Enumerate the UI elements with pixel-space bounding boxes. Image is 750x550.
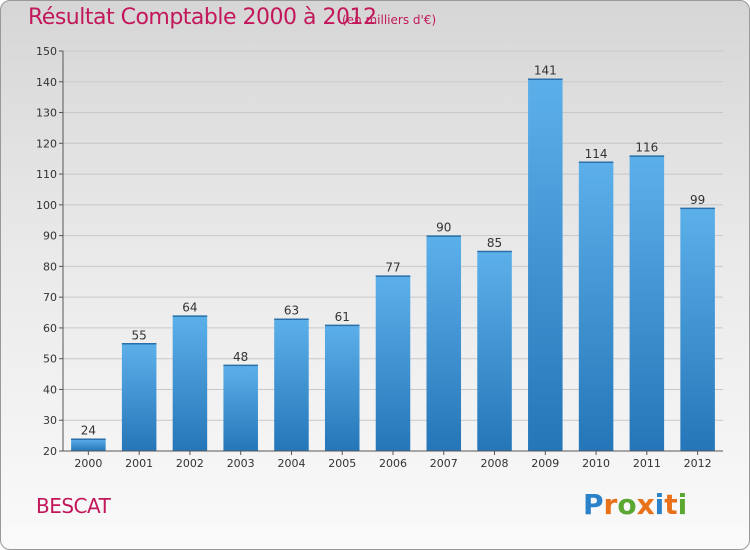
y-tick-label: 120 [36, 137, 57, 150]
bar-2012 [680, 207, 715, 451]
value-label: 85 [487, 236, 502, 250]
commune-name: BESCAT [36, 494, 111, 518]
x-tick-label: 2008 [481, 457, 509, 470]
x-tick-label: 2012 [684, 457, 712, 470]
logo-letter: o [617, 488, 637, 521]
bar-2000 [71, 438, 106, 451]
x-tick-label: 2009 [531, 457, 559, 470]
logo-letter: t [664, 488, 678, 521]
value-label: 48 [233, 350, 248, 364]
y-tick-label: 140 [36, 76, 57, 89]
proxiti-logo: Proxiti [583, 488, 687, 521]
x-tick-label: 2006 [379, 457, 407, 470]
y-tick-label: 70 [43, 291, 57, 304]
value-label: 141 [534, 64, 557, 78]
y-tick-label: 80 [43, 260, 57, 273]
value-label: 116 [635, 141, 658, 155]
y-tick-label: 130 [36, 107, 57, 120]
y-tick-label: 40 [43, 383, 57, 396]
logo-letter: i [654, 488, 665, 521]
bar-2007 [426, 235, 462, 451]
logo-letter: x [636, 488, 655, 521]
bar-2010 [578, 161, 614, 451]
value-label: 99 [690, 193, 705, 207]
value-label: 55 [132, 328, 147, 342]
x-tick-label: 2000 [74, 457, 102, 470]
y-tick-label: 110 [36, 168, 57, 181]
chart-title: Résultat Comptable 2000 à 2012 [28, 5, 377, 30]
logo-letter: r [603, 488, 618, 521]
bar-2002 [172, 315, 208, 451]
bar-2001 [121, 343, 157, 451]
x-tick-label: 2007 [430, 457, 458, 470]
chart-subtitle: (en milliers d'€) [342, 13, 437, 27]
value-label: 64 [182, 301, 197, 315]
y-tick-label: 20 [43, 445, 57, 458]
y-tick-label: 90 [43, 230, 57, 243]
bar-2006 [375, 275, 411, 451]
value-label: 61 [335, 310, 350, 324]
x-tick-label: 2010 [582, 457, 610, 470]
bar-2004 [274, 318, 309, 451]
bar-2009 [528, 78, 563, 451]
y-tick-label: 50 [43, 353, 57, 366]
x-tick-label: 2002 [176, 457, 204, 470]
y-tick-label: 150 [36, 45, 57, 58]
x-tick-label: 2004 [277, 457, 305, 470]
axes [59, 50, 723, 455]
bar-2003 [223, 364, 258, 451]
y-tick-label: 30 [43, 414, 57, 427]
bar-2005 [324, 324, 360, 451]
y-tick-label: 100 [36, 199, 57, 212]
value-label: 24 [81, 424, 96, 438]
value-label: 114 [585, 147, 608, 161]
logo-letter: P [583, 488, 604, 521]
bars [71, 78, 715, 451]
logo-letter: i [677, 488, 688, 521]
x-tick-label: 2011 [633, 457, 661, 470]
y-tick-label: 60 [43, 322, 57, 335]
x-tick-label: 2001 [125, 457, 153, 470]
bar-2008 [477, 251, 512, 451]
bar-2011 [629, 155, 665, 451]
labels: 20 30 40 50 60 70 80 90 100 110 120 130 140 150 24 2000… [36, 45, 712, 470]
value-label: 77 [385, 261, 400, 275]
value-label: 63 [284, 304, 299, 318]
x-tick-label: 2003 [227, 457, 255, 470]
value-label: 90 [436, 221, 451, 235]
x-tick-label: 2005 [328, 457, 356, 470]
